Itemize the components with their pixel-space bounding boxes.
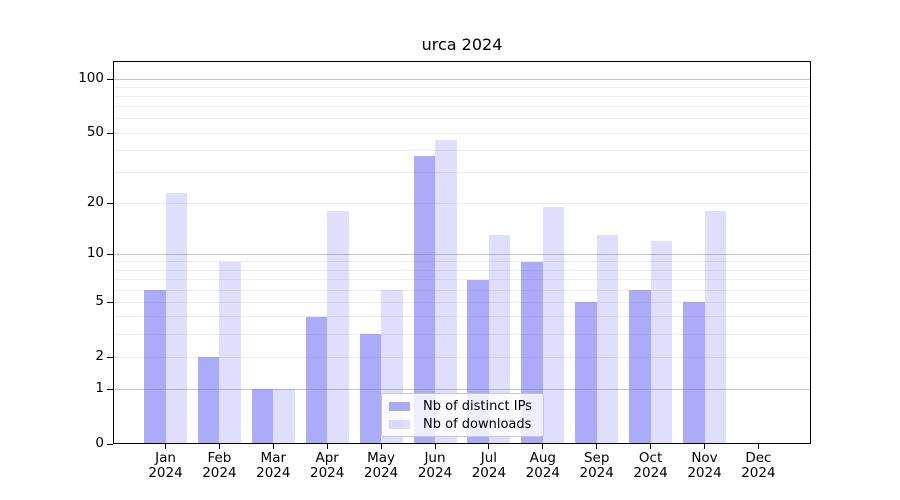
x-tick-label-sep: Sep 2024 bbox=[579, 450, 614, 481]
y-tick-0 bbox=[107, 443, 113, 445]
x-tick-label-oct: Oct 2024 bbox=[633, 450, 668, 481]
bar-downloads-nov bbox=[704, 211, 726, 444]
x-tick-sep bbox=[596, 444, 598, 449]
chart-title: urca 2024 bbox=[421, 35, 503, 54]
bar-distinct-ips-sep bbox=[575, 302, 597, 444]
gridline-major-10 bbox=[113, 253, 811, 255]
bar-distinct-ips-feb bbox=[197, 357, 220, 444]
legend-item-distinct-ips: Nb of distinct IPs bbox=[389, 400, 543, 413]
x-tick-label-feb: Feb 2024 bbox=[202, 450, 237, 481]
y-tick-50 bbox=[107, 132, 113, 134]
gridline-minor-7 bbox=[113, 279, 811, 281]
y-tick-1 bbox=[107, 388, 113, 390]
gridline-minor-3 bbox=[113, 333, 811, 335]
gridline-minor-30 bbox=[113, 171, 811, 173]
y-tick-label-10: 10 bbox=[86, 245, 104, 262]
bar-downloads-jul bbox=[488, 235, 511, 444]
y-tick-label-0: 0 bbox=[95, 435, 104, 451]
x-tick-may bbox=[380, 444, 382, 449]
bar-distinct-ips-nov bbox=[683, 302, 705, 444]
gridline-minor-50 bbox=[113, 132, 811, 134]
x-tick-label-jul: Jul 2024 bbox=[471, 450, 507, 481]
y-tick-label-2: 2 bbox=[95, 348, 104, 365]
x-tick-jun bbox=[434, 444, 436, 449]
bar-downloads-oct bbox=[650, 241, 673, 444]
y-tick-5 bbox=[107, 301, 113, 303]
gridline-minor-20 bbox=[113, 202, 811, 204]
bar-distinct-ips-mar bbox=[251, 389, 274, 444]
y-tick-2 bbox=[107, 356, 113, 358]
x-tick-label-nov: Nov 2024 bbox=[687, 450, 722, 481]
bar-downloads-aug bbox=[542, 207, 565, 444]
x-tick-label-jan: Jan 2024 bbox=[148, 450, 183, 481]
gridline-minor-4 bbox=[113, 316, 811, 318]
x-tick-feb bbox=[218, 444, 220, 449]
x-tick-apr bbox=[326, 444, 328, 449]
x-tick-aug bbox=[542, 444, 544, 449]
legend-swatch-downloads bbox=[389, 419, 410, 429]
x-tick-label-jun: Jun 2024 bbox=[417, 450, 453, 481]
legend: Nb of distinct IPs Nb of downloads bbox=[381, 393, 544, 437]
bar-downloads-mar bbox=[273, 389, 295, 444]
bar-distinct-ips-may bbox=[359, 334, 382, 444]
x-tick-jan bbox=[165, 444, 166, 449]
legend-label-downloads: Nb of downloads bbox=[423, 416, 532, 432]
y-tick-label-50: 50 bbox=[86, 124, 104, 141]
gridline-major-1 bbox=[113, 388, 811, 390]
gridline-minor-2 bbox=[113, 356, 811, 358]
gridline-minor-6 bbox=[113, 289, 811, 291]
y-tick-20 bbox=[107, 202, 113, 204]
bar-downloads-apr bbox=[327, 211, 349, 444]
gridline-minor-8 bbox=[113, 269, 811, 271]
x-tick-label-mar: Mar 2024 bbox=[256, 450, 291, 481]
gridline-major-100 bbox=[113, 78, 811, 80]
gridline-minor-80 bbox=[113, 96, 811, 98]
x-tick-mar bbox=[272, 444, 274, 449]
bar-downloads-jun bbox=[435, 139, 457, 444]
x-tick-label-dec: Dec 2024 bbox=[741, 450, 776, 481]
y-tick-10 bbox=[107, 253, 113, 255]
gridline-minor-40 bbox=[113, 149, 811, 151]
gridline-minor-90 bbox=[113, 86, 811, 88]
y-tick-label-20: 20 bbox=[86, 194, 104, 211]
y-tick-100 bbox=[107, 78, 113, 80]
gridline-minor-5 bbox=[113, 301, 811, 303]
x-tick-jul bbox=[488, 444, 490, 449]
gridline-minor-70 bbox=[113, 106, 811, 108]
x-tick-label-may: May 2024 bbox=[363, 450, 399, 481]
x-tick-oct bbox=[650, 444, 652, 449]
x-tick-dec bbox=[757, 444, 759, 449]
legend-swatch-distinct-ips bbox=[389, 401, 410, 411]
x-tick-label-aug: Aug 2024 bbox=[525, 450, 560, 481]
legend-item-downloads: Nb of downloads bbox=[389, 418, 543, 431]
y-tick-label-100: 100 bbox=[78, 70, 104, 87]
gridline-minor-9 bbox=[113, 261, 811, 263]
gridline-minor-60 bbox=[113, 118, 811, 120]
bar-distinct-ips-jun bbox=[413, 156, 435, 444]
bar-downloads-feb bbox=[219, 261, 241, 444]
bar-distinct-ips-apr bbox=[305, 316, 328, 444]
bar-distinct-ips-oct bbox=[629, 290, 651, 444]
x-tick-nov bbox=[704, 444, 705, 449]
bar-downloads-sep bbox=[596, 235, 619, 444]
bar-downloads-jan bbox=[165, 192, 187, 444]
legend-label-distinct-ips: Nb of distinct IPs bbox=[423, 398, 532, 414]
y-tick-label-1: 1 bbox=[95, 380, 104, 397]
x-tick-label-apr: Apr 2024 bbox=[310, 450, 345, 481]
y-tick-label-5: 5 bbox=[95, 293, 104, 310]
bar-distinct-ips-jan bbox=[144, 290, 166, 444]
